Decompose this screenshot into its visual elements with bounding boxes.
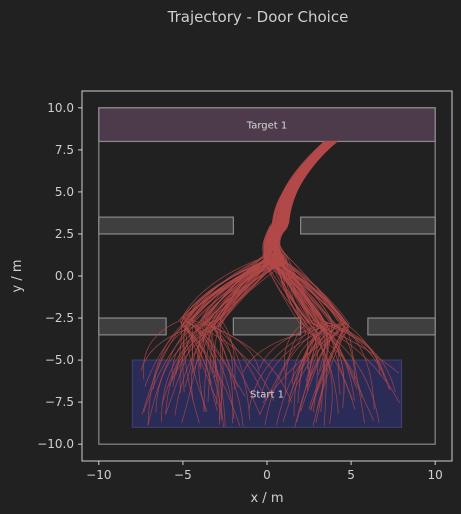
y-tick-label: 7.5 bbox=[55, 143, 74, 157]
trajectory-line bbox=[276, 141, 334, 376]
obstacle bbox=[232, 317, 302, 336]
trajectory-line bbox=[271, 141, 333, 424]
trajectory-line bbox=[277, 141, 343, 391]
y-tick-label: 0.0 bbox=[55, 269, 74, 283]
y-tick-label: −10.0 bbox=[37, 437, 74, 451]
trajectory-group bbox=[140, 141, 400, 428]
y-tick-label: −5.0 bbox=[45, 353, 74, 367]
trajectory-line bbox=[204, 141, 329, 403]
chart-title: Trajectory - Door Choice bbox=[167, 8, 349, 26]
y-tick-label: −2.5 bbox=[45, 311, 74, 325]
start-label: Start 1 bbox=[250, 390, 284, 401]
x-tick-label: 10 bbox=[428, 468, 443, 482]
obstacle bbox=[300, 216, 436, 235]
y-axis-label: y / m bbox=[10, 259, 25, 292]
trajectory-line bbox=[182, 141, 334, 409]
x-tick-label: −10 bbox=[86, 468, 111, 482]
trajectory-line bbox=[277, 141, 345, 394]
trajectory-line bbox=[152, 141, 338, 390]
y-tick-label: 10.0 bbox=[47, 101, 74, 115]
obstacle bbox=[98, 317, 167, 336]
x-tick-label: 5 bbox=[347, 468, 355, 482]
trajectory-line bbox=[272, 141, 337, 412]
plot-area: Target 1 Start 1 bbox=[98, 107, 436, 445]
room-boundary bbox=[98, 107, 436, 445]
x-axis-label: x / m bbox=[250, 491, 283, 506]
obstacle bbox=[98, 216, 234, 235]
trajectory-line bbox=[181, 141, 331, 383]
x-tick-label: 0 bbox=[263, 468, 271, 482]
y-tick-label: 5.0 bbox=[55, 185, 74, 199]
axes: −10 −5 0 5 10 −10.0 −7.5 −5.0 −2.5 0.0 2.5 5.0 7.5 10… bbox=[37, 101, 443, 482]
trajectory-line bbox=[182, 141, 326, 420]
trajectory-line bbox=[270, 141, 366, 424]
y-tick-label: −7.5 bbox=[45, 395, 74, 409]
trajectory-line bbox=[217, 141, 327, 421]
x-tick-label: −5 bbox=[174, 468, 192, 482]
y-tick-label: 2.5 bbox=[55, 227, 74, 241]
obstacle bbox=[367, 317, 436, 336]
target-label: Target 1 bbox=[246, 121, 287, 132]
